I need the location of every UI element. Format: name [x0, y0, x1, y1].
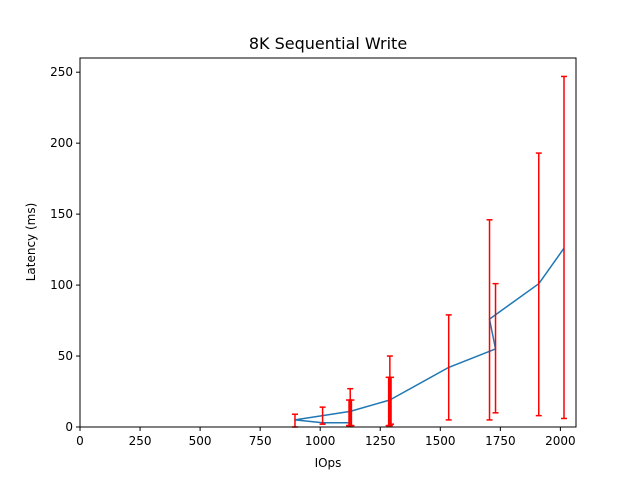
y-tick-label: 0 — [65, 420, 73, 434]
x-tick-label: 500 — [189, 434, 212, 448]
errorbar — [445, 314, 452, 421]
y-axis-label: Latency (ms) — [24, 203, 38, 282]
series-line — [294, 247, 565, 424]
errorbar — [319, 406, 326, 425]
x-tick-label: 1500 — [425, 434, 456, 448]
y-tick-label: 150 — [50, 207, 73, 221]
x-tick-label: 250 — [129, 434, 152, 448]
axes-frame — [79, 57, 577, 428]
plot-area — [291, 75, 567, 428]
y-tick-label: 250 — [50, 65, 73, 79]
x-tick-label: 1000 — [305, 434, 336, 448]
x-tick-label: 750 — [249, 434, 272, 448]
chart-title: 8K Sequential Write — [249, 34, 407, 53]
y-tick-label: 50 — [58, 349, 73, 363]
errorbar — [486, 219, 493, 421]
x-tick-label: 0 — [76, 434, 84, 448]
errorbar — [388, 376, 395, 425]
x-axis-ticks: 0 250 500 750 1000 1250 1500 1750 2000 — [76, 427, 576, 448]
x-axis-label: IOps — [315, 456, 342, 470]
y-tick-label: 100 — [50, 278, 73, 292]
errorbar — [348, 399, 355, 427]
errorbar — [560, 75, 567, 420]
y-axis-ticks: 0 50 100 150 200 250 — [50, 65, 80, 434]
x-tick-label: 1250 — [365, 434, 396, 448]
x-tick-label: 1750 — [485, 434, 516, 448]
y-tick-label: 200 — [50, 136, 73, 150]
errorbar — [535, 152, 542, 417]
errorbar — [492, 282, 499, 414]
x-tick-label: 2000 — [545, 434, 576, 448]
axes — [79, 57, 577, 428]
